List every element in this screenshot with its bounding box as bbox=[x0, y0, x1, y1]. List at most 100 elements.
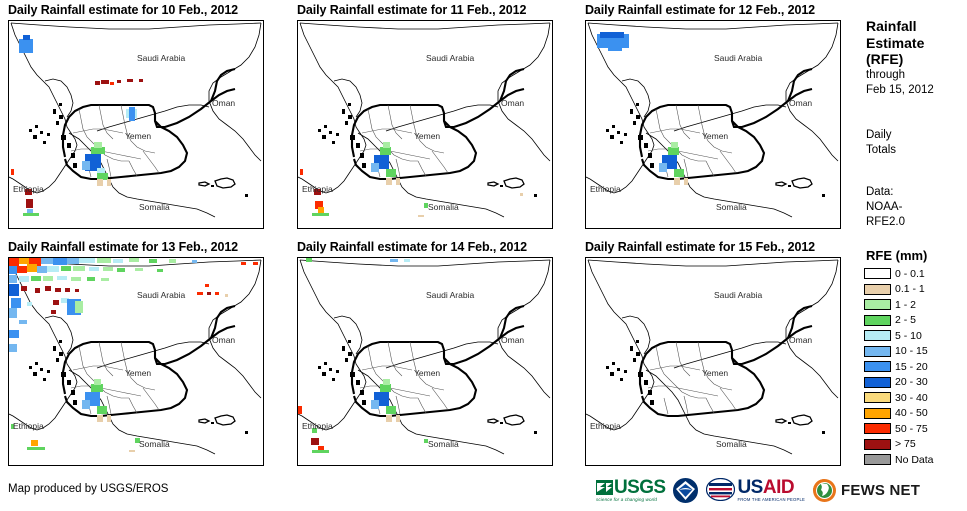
data-line-3: RFE2.0 bbox=[866, 216, 905, 228]
rainfall-cell bbox=[312, 213, 329, 216]
panel-10-feb[interactable]: Daily Rainfall estimate for 10 Feb., 201… bbox=[2, 3, 280, 230]
legend-row[interactable]: 0 - 0.1 bbox=[864, 266, 934, 282]
usgs-logo[interactable]: USGS science for a changing world bbox=[596, 478, 666, 503]
panel-15-feb[interactable]: Daily Rainfall estimate for 15 Feb., 201… bbox=[579, 240, 857, 467]
rainfall-cell bbox=[75, 301, 83, 313]
map-basemap bbox=[586, 21, 840, 228]
rainfall-cell bbox=[383, 142, 390, 148]
rainfall-cell bbox=[215, 292, 219, 295]
panel-14-feb[interactable]: Daily Rainfall estimate for 14 Feb., 201… bbox=[291, 240, 569, 467]
fewsnet-logo[interactable]: FEWS NET bbox=[812, 478, 920, 503]
panel-title: Daily Rainfall estimate for 10 Feb., 201… bbox=[8, 3, 239, 17]
legend-label: No Data bbox=[895, 453, 934, 466]
map-frame[interactable]: Saudi Arabia Oman Yemen Ethiopia Somalia bbox=[297, 20, 553, 229]
rainfall-overlay bbox=[9, 21, 263, 228]
map-frame[interactable]: Saudi Arabia Oman Yemen Ethiopia Somalia bbox=[585, 257, 841, 466]
rainfall-cell bbox=[386, 415, 392, 422]
map-basemap bbox=[9, 258, 263, 465]
legend-label: 2 - 5 bbox=[895, 314, 917, 327]
panel-12-feb[interactable]: Daily Rainfall estimate for 12 Feb., 201… bbox=[579, 3, 857, 230]
fewsnet-globe-icon bbox=[813, 478, 836, 502]
rainfall-cell bbox=[169, 259, 176, 263]
legend-label: 50 - 75 bbox=[895, 422, 928, 435]
rainfall-cell bbox=[192, 260, 197, 263]
legend-row[interactable]: 10 - 15 bbox=[864, 344, 934, 360]
rainfall-cell bbox=[371, 400, 379, 409]
rainfall-cell bbox=[674, 178, 680, 185]
map-basemap bbox=[9, 21, 263, 228]
rainfall-cell bbox=[107, 415, 111, 422]
map-frame[interactable]: Saudi Arabia Oman Yemen Ethiopia Somalia bbox=[8, 257, 264, 466]
rainfall-cell bbox=[149, 259, 157, 263]
rainfall-cell bbox=[386, 169, 396, 177]
rainfall-cell bbox=[97, 406, 107, 414]
rainfall-cell bbox=[306, 258, 312, 262]
rainfall-cell bbox=[29, 258, 41, 266]
basemap-svg bbox=[586, 22, 839, 218]
usgs-mark-icon bbox=[596, 479, 613, 495]
rainfall-cell bbox=[31, 276, 41, 281]
sidebar-title: Rainfall Estimate (RFE) bbox=[866, 18, 966, 68]
legend-row[interactable]: 50 - 75 bbox=[864, 421, 934, 437]
rainfall-overlay bbox=[586, 258, 840, 465]
usaid-logo[interactable]: USAID FROM THE AMERICAN PEOPLE bbox=[706, 478, 805, 502]
legend-row[interactable]: > 75 bbox=[864, 437, 934, 453]
rainfall-cell bbox=[97, 415, 103, 422]
rainfall-overlay bbox=[9, 258, 263, 465]
rainfall-cell bbox=[23, 35, 30, 40]
rainfall-cell bbox=[91, 147, 105, 154]
panel-11-feb[interactable]: Daily Rainfall estimate for 11 Feb., 201… bbox=[291, 3, 569, 230]
legend-row[interactable]: 0.1 - 1 bbox=[864, 282, 934, 298]
sidebar-daily-totals: Daily Totals bbox=[866, 128, 966, 158]
rainfall-cell bbox=[97, 258, 111, 263]
legend-row[interactable]: 2 - 5 bbox=[864, 313, 934, 329]
rainfall-cell bbox=[9, 330, 19, 338]
rainfall-cell bbox=[71, 277, 81, 281]
rainfall-cell bbox=[107, 179, 111, 186]
rainfall-cell bbox=[19, 258, 29, 264]
panel-13-feb[interactable]: Daily Rainfall estimate for 13 Feb., 201… bbox=[2, 240, 280, 467]
legend-row[interactable]: 5 - 10 bbox=[864, 328, 934, 344]
rainfall-cell bbox=[135, 438, 140, 443]
rainfall-overlay bbox=[298, 21, 552, 228]
legend-row[interactable]: 40 - 50 bbox=[864, 406, 934, 422]
rainfall-cell bbox=[79, 258, 95, 263]
legend-row[interactable]: 30 - 40 bbox=[864, 390, 934, 406]
legend-row[interactable]: No Data bbox=[864, 452, 934, 468]
legend-row[interactable]: 1 - 2 bbox=[864, 297, 934, 313]
rainfall-overlay bbox=[586, 21, 840, 228]
rainfall-cell bbox=[312, 450, 329, 453]
legend-swatch bbox=[864, 283, 891, 295]
legend-label: 10 - 15 bbox=[895, 345, 928, 358]
rainfall-cell bbox=[380, 147, 391, 155]
rainfall-cell bbox=[19, 39, 33, 53]
legend-label: 30 - 40 bbox=[895, 391, 928, 404]
rainfall-cell bbox=[139, 79, 143, 82]
rainfall-cell bbox=[9, 284, 19, 296]
rainfall-cell bbox=[127, 79, 133, 82]
map-frame[interactable]: Saudi Arabia Oman Yemen Ethiopia Somalia bbox=[8, 20, 264, 229]
rainfall-cell bbox=[87, 277, 95, 281]
legend-row[interactable]: 20 - 30 bbox=[864, 375, 934, 391]
legend-swatch bbox=[864, 407, 891, 419]
rainfall-cell bbox=[298, 406, 302, 414]
legend-title: RFE (mm) bbox=[866, 248, 928, 263]
rainfall-cell bbox=[300, 169, 303, 175]
rainfall-cell bbox=[97, 179, 103, 186]
panel-title: Daily Rainfall estimate for 14 Feb., 201… bbox=[297, 240, 528, 254]
rainfall-cell bbox=[61, 266, 71, 271]
rainfall-cell bbox=[103, 267, 113, 271]
rainfall-cell bbox=[27, 209, 33, 214]
rainfall-cell bbox=[371, 163, 379, 172]
legend-swatch bbox=[864, 299, 891, 311]
map-frame[interactable]: Saudi Arabia Oman Yemen Ethiopia Somalia bbox=[297, 257, 553, 466]
rainfall-cell bbox=[674, 169, 684, 177]
basemap-svg bbox=[298, 259, 551, 455]
noaa-logo[interactable] bbox=[672, 476, 700, 504]
rainfall-cell bbox=[318, 207, 324, 213]
rainfall-cell bbox=[61, 298, 69, 303]
rainfall-cell bbox=[43, 276, 53, 281]
map-frame[interactable]: Saudi Arabia Oman Yemen Ethiopia Somalia bbox=[585, 20, 841, 229]
legend-row[interactable]: 15 - 20 bbox=[864, 359, 934, 375]
rainfall-cell bbox=[318, 446, 324, 451]
